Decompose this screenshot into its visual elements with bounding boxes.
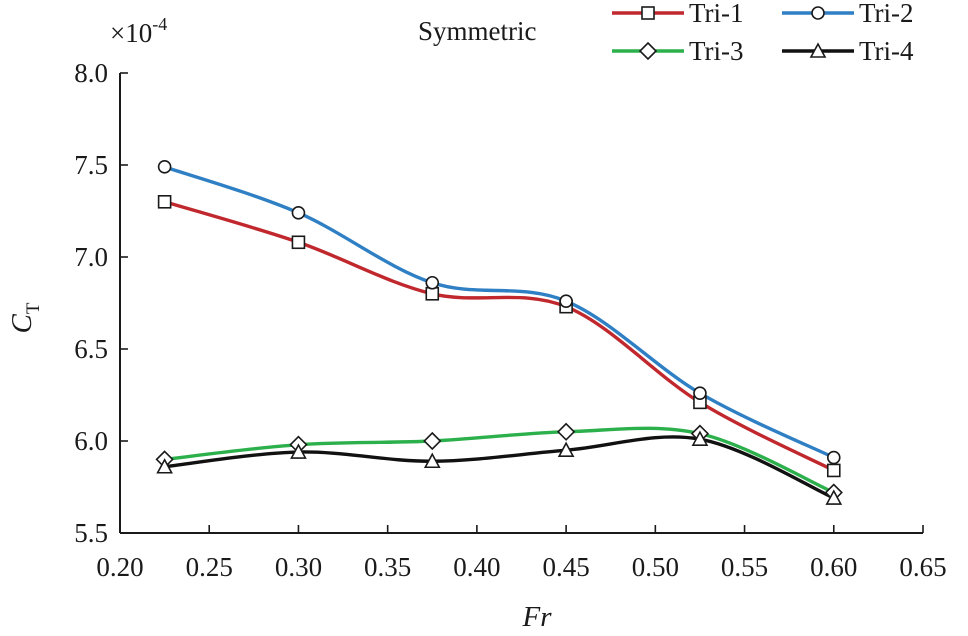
data-point-tri-2 <box>693 386 707 400</box>
y-axis-title-main: C <box>6 313 38 333</box>
x-tick-label: 0.55 <box>721 552 768 582</box>
data-point-tri-2 <box>826 450 841 465</box>
x-tick-label: 0.25 <box>186 552 233 582</box>
data-point-tri-2 <box>425 275 440 290</box>
series-line-tri-4 <box>162 435 836 500</box>
series-line-tri-3 <box>162 426 836 495</box>
data-point-tri-2 <box>157 160 172 174</box>
series-lines <box>162 165 836 500</box>
y-axis-title-subscript: T <box>23 302 44 314</box>
chart-title: Symmetric <box>418 16 536 46</box>
y-ticks: 5.5 6.0 6.5 7.0 7.5 8.0 <box>74 58 128 548</box>
data-point-tri-4 <box>691 430 709 446</box>
x-tick-label: 0.60 <box>810 552 857 582</box>
y-tick-label: 8.0 <box>74 58 108 88</box>
y-tick-label: 6.5 <box>74 334 108 364</box>
series-line-tri-2 <box>162 165 836 460</box>
data-point-tri-3 <box>556 422 576 441</box>
data-point-tri-4 <box>557 441 575 458</box>
data-point-tri-3 <box>423 431 442 451</box>
y-tick-label: 7.5 <box>74 150 108 180</box>
x-tick-label: 0.50 <box>632 552 679 582</box>
x-tick-label: 0.20 <box>96 552 143 582</box>
x-tick-label: 0.45 <box>542 552 589 582</box>
data-point-tri-4 <box>825 489 843 505</box>
series-markers <box>155 160 843 505</box>
data-point-tri-1 <box>157 195 172 209</box>
legend: Tri-1 Tri-2 Tri-3 Tri-4 <box>612 0 914 66</box>
x-tick-label: 0.40 <box>453 552 500 582</box>
x-tick-label: 0.35 <box>364 552 411 582</box>
y-scale-label: ×10-4 <box>110 14 167 48</box>
data-point-tri-1 <box>291 235 306 250</box>
y-tick-label: 7.0 <box>74 242 108 272</box>
x-tick-label: 0.65 <box>899 552 946 582</box>
data-point-tri-1 <box>826 463 841 478</box>
y-axis-title: CT <box>6 302 44 333</box>
y-tick-label: 6.0 <box>74 426 108 456</box>
legend-marker-tri-4 <box>809 42 827 58</box>
data-point-tri-4 <box>290 443 307 459</box>
y-scale-exponent: -4 <box>152 14 167 34</box>
y-scale-base: ×10 <box>110 18 152 48</box>
x-tick-label: 0.30 <box>275 552 322 582</box>
legend-label-tri-4: Tri-4 <box>859 36 914 66</box>
legend-label-tri-2: Tri-2 <box>859 0 914 28</box>
x-ticks: 0.20 0.25 0.30 0.35 0.40 0.45 0.50 0.55 0.60 0.65 <box>96 525 947 582</box>
axes <box>119 73 923 534</box>
legend-label-tri-1: Tri-1 <box>689 0 744 28</box>
y-tick-label: 5.5 <box>74 518 108 548</box>
x-axis-title: Fr <box>522 601 553 633</box>
data-point-tri-4 <box>156 458 173 474</box>
legend-marker-tri-1 <box>641 6 655 20</box>
data-point-tri-2 <box>559 294 573 308</box>
legend-marker-tri-2 <box>811 6 825 20</box>
series-line-tri-1 <box>162 200 836 473</box>
data-point-tri-1 <box>425 286 440 301</box>
data-point-tri-4 <box>423 452 441 469</box>
data-point-tri-2 <box>291 206 306 220</box>
legend-label-tri-3: Tri-3 <box>689 36 744 66</box>
legend-marker-tri-3 <box>638 41 658 61</box>
